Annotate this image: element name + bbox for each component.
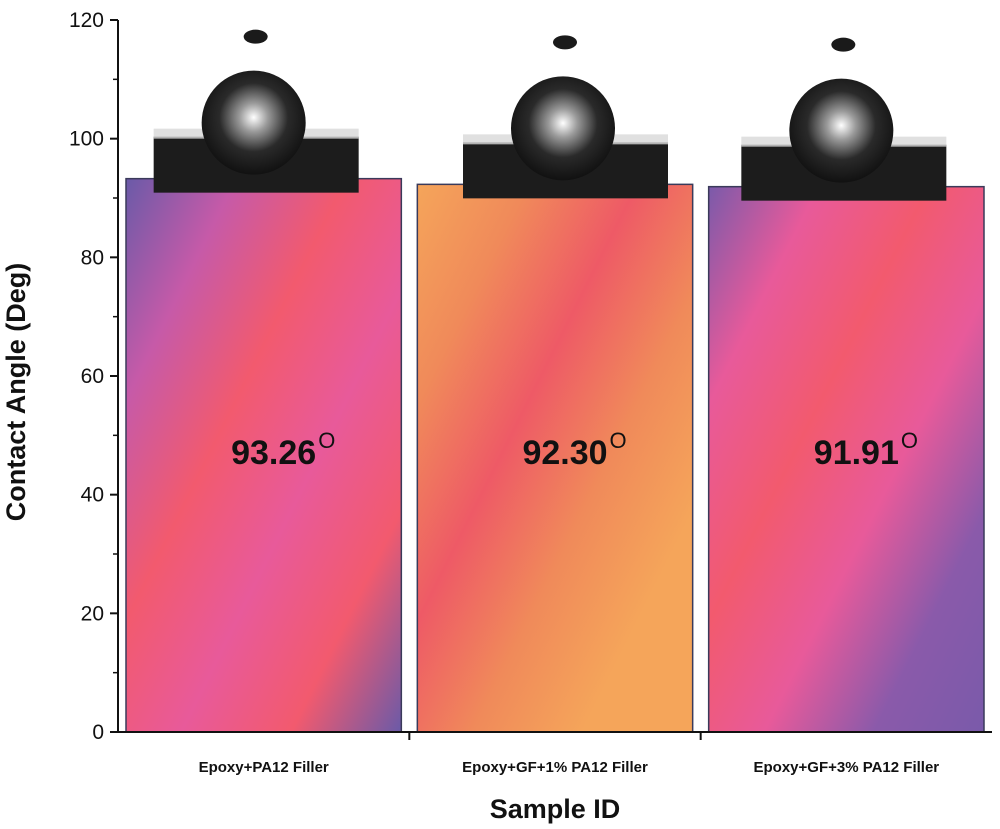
bar [125, 177, 403, 733]
droplet-image [153, 29, 359, 193]
y-tick-label: 100 [69, 128, 104, 151]
droplet-image [463, 35, 668, 199]
needle-tip [553, 35, 577, 50]
y-tick-label: 20 [81, 602, 104, 625]
y-tick-label: 0 [92, 721, 104, 744]
x-tick-label: Epoxy+GF+1% PA12 Filler [462, 759, 648, 776]
degree-mark: O [901, 428, 918, 453]
needle-tip [831, 37, 856, 52]
data-label: 91.91 [814, 434, 899, 472]
x-tick-label: Epoxy+GF+3% PA12 Filler [754, 759, 940, 776]
data-label: 92.30 [522, 434, 607, 472]
x-tick-label: Epoxy+PA12 Filler [199, 759, 329, 776]
y-tick-label: 120 [69, 9, 104, 32]
droplet [201, 70, 306, 175]
droplet-images-layer [153, 29, 947, 201]
data-label: 93.26 [231, 434, 316, 472]
y-ticks: 0 20 40 60 80 100 120 [69, 9, 118, 744]
droplet [511, 76, 615, 181]
degree-mark: O [610, 428, 627, 453]
x-ticks: Epoxy+PA12 Filler Epoxy+GF+1% PA12 Filler… [199, 732, 940, 776]
y-tick-label: 80 [81, 246, 104, 269]
x-axis-title: Sample ID [490, 794, 621, 824]
degree-mark: O [318, 428, 335, 453]
data-labels: 93.26 O 92.30 O 91.91 O [231, 428, 918, 472]
droplet [789, 78, 894, 183]
y-tick-label: 60 [81, 365, 104, 388]
bar [416, 183, 694, 733]
needle-tip [243, 29, 268, 44]
droplet-image [741, 37, 947, 201]
y-axis-title: Contact Angle (Deg) [1, 263, 31, 522]
y-tick-label: 40 [81, 484, 104, 507]
